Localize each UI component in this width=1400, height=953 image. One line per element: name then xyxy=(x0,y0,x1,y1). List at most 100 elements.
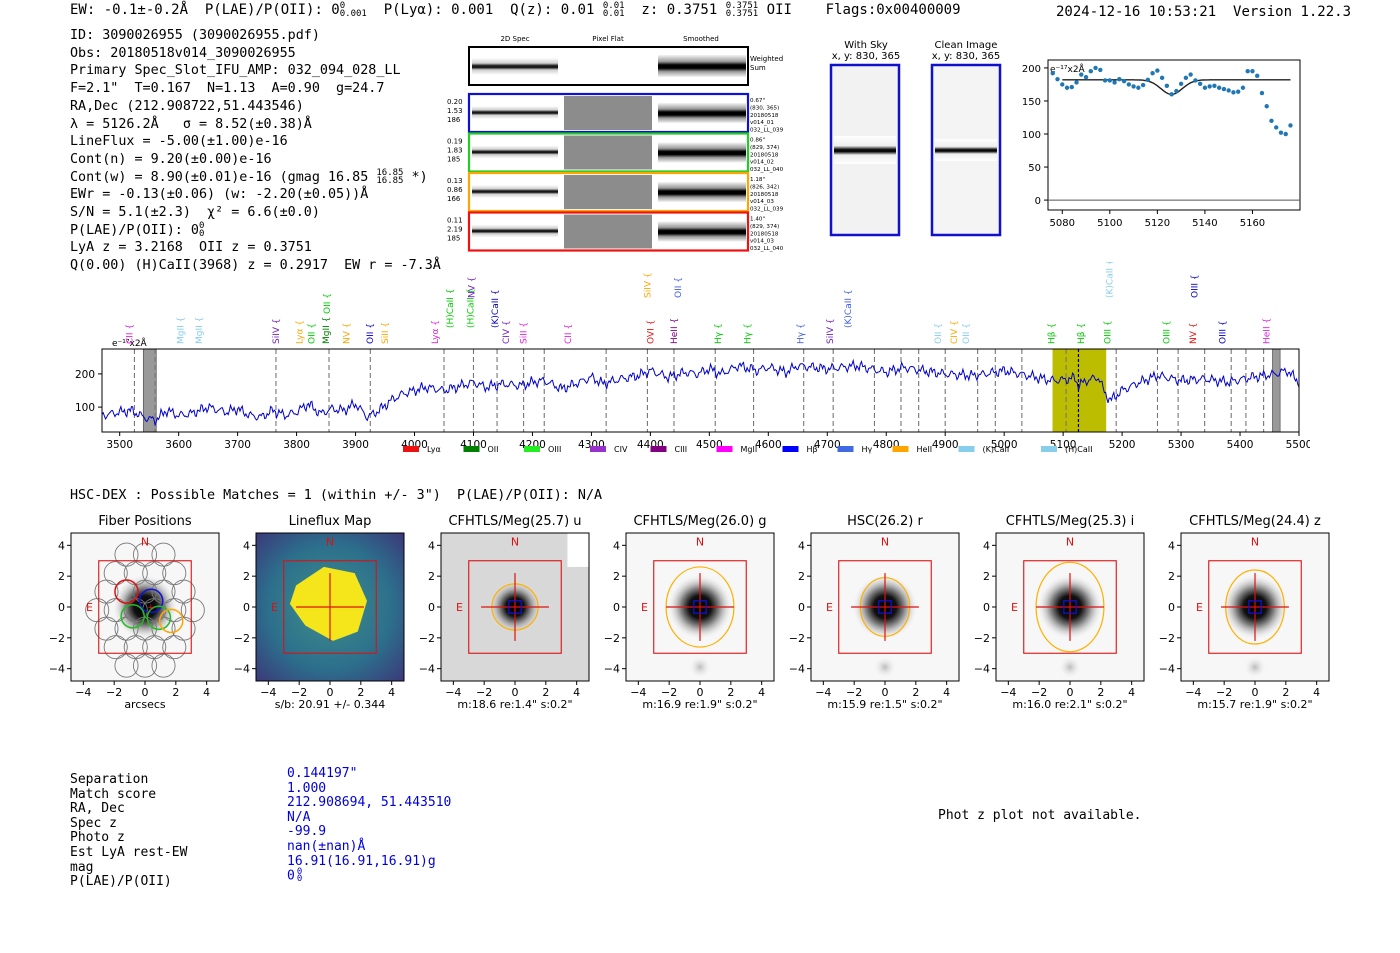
line-annotation-10: SiII { xyxy=(381,322,391,344)
cutout-panel-0: Fiber Positions + N E −4 −4 −2 −2 0 0 2 2 4 4 arcsecs xyxy=(50,514,220,711)
cut-ytick-label-4-4: 4 xyxy=(798,539,805,552)
zoom-unit-label: e⁻¹⁷x2Å xyxy=(1050,63,1086,75)
legend-swatch-0 xyxy=(403,446,419,452)
line-annotation-39: HeII { xyxy=(1263,318,1273,344)
zoom-point-50 xyxy=(1288,123,1293,128)
legend-swatch-6 xyxy=(782,446,799,452)
spec-row-right-1-2: 20180518 xyxy=(750,152,779,158)
cut-xtick-label-1-4: 4 xyxy=(388,686,395,699)
cut-xtick-label-3-4: 4 xyxy=(758,686,765,699)
aperture-box-5 xyxy=(1023,560,1117,654)
aperture-box-3 xyxy=(653,560,747,654)
cutout-title-0: Fiber Positions xyxy=(98,514,191,529)
line-annotation-24: Hγ { xyxy=(744,323,754,344)
line-annotation-30: OII { xyxy=(962,323,972,344)
spec-row-right-2-0: 1.18" xyxy=(750,177,765,183)
spec-row-left-0-2: 186 xyxy=(447,116,461,124)
zoom-point-19 xyxy=(1140,82,1146,88)
plae-value: P(LAE)/P(OII): 0 xyxy=(204,2,340,18)
zoom-point-20 xyxy=(1145,77,1151,83)
aperture-box-4 xyxy=(838,560,932,654)
flags-value: Flags:0x00400009 xyxy=(825,2,961,18)
spec-row-right-1-1: (829, 374) xyxy=(750,145,779,151)
cut-xtick-label-6-0: −4 xyxy=(1185,686,1201,699)
cutout-sublabel-3: m:16.9 re:1.9" s:0.2" xyxy=(642,698,757,711)
spec-row-smooth-3 xyxy=(658,221,746,242)
cut-ytick-label-5-1: −2 xyxy=(974,632,990,645)
zoom-point-25 xyxy=(1169,92,1174,97)
zoom-point-9 xyxy=(1093,65,1098,71)
col-title-2dspec: 2D Spec xyxy=(500,35,529,43)
center-box-3 xyxy=(693,600,707,614)
east-label-6: E xyxy=(1196,601,1203,614)
zoom-point-32 xyxy=(1202,85,1208,90)
spec-row-left-1-0: 0.19 xyxy=(447,138,463,146)
match-value-5: nan(±nan)Å xyxy=(287,838,366,854)
line-annotation-13: (H)CaII { xyxy=(466,289,476,329)
spec-xtick-label-10: 4500 xyxy=(696,439,723,451)
cut-ytick-label-0-0: −4 xyxy=(50,663,65,676)
fiber-circle-23 xyxy=(103,635,128,660)
cut-xtick-label-2-4: 4 xyxy=(573,686,580,699)
aperture-box-0 xyxy=(98,560,192,654)
cutout-sublabel-0: arcsecs xyxy=(124,698,166,711)
cut-xtick-label-0-3: 2 xyxy=(172,686,179,699)
line-annotation-17: SiII { xyxy=(520,322,530,344)
zoom-point-48 xyxy=(1278,130,1284,135)
legend-swatch-9 xyxy=(958,446,975,452)
info-plae-sub: 0 xyxy=(199,228,205,239)
cut-ytick-label-3-1: −2 xyxy=(604,632,620,645)
match-value-2: 212.908694, 51.443510 xyxy=(287,795,452,811)
zoom-point-22 xyxy=(1155,68,1160,73)
north-label-4: N xyxy=(881,535,889,548)
fiber-circle-29 xyxy=(151,653,176,678)
line-annotation-9: OII { xyxy=(366,323,376,344)
cut-ytick-label-6-3: 2 xyxy=(1168,570,1175,583)
legend-label-5: MgII xyxy=(741,445,758,454)
cut-ytick-label-4-0: −4 xyxy=(789,663,805,676)
contw-sup: 16.85 xyxy=(376,167,404,178)
match-label-1: Match score xyxy=(70,786,157,802)
cut-xtick-label-0-4: 4 xyxy=(203,686,210,699)
cut-ytick-label-3-4: 4 xyxy=(613,539,620,552)
zoom-point-30 xyxy=(1193,78,1198,83)
east-label-1: E xyxy=(271,601,278,614)
spec-row-left-3-0: 0.11 xyxy=(447,217,463,225)
sky-coords: x, y: 830, 365 xyxy=(832,51,901,62)
spec-xtick-label-17: 5200 xyxy=(1109,439,1136,451)
cutout-title-3: CFHTLS/Meg(26.0) g xyxy=(633,514,766,529)
zoom-ytick-label-2: 100 xyxy=(1022,130,1041,141)
cut-xtick-label-5-2: 0 xyxy=(1067,686,1074,699)
zoom-axes-frame xyxy=(1047,59,1301,211)
zoom-point-12 xyxy=(1107,78,1113,83)
zoom-point-37 xyxy=(1226,88,1231,93)
sky-title: With Sky xyxy=(844,40,888,51)
legend-swatch-8 xyxy=(892,446,909,452)
info-plae-text: P(LAE)/P(OII): 0 xyxy=(70,222,199,238)
cut-ytick-label-0-2: 0 xyxy=(58,601,65,614)
z-line: OII xyxy=(766,2,792,18)
legend-label-9: (K)CaII xyxy=(983,445,1010,454)
cut-ytick-label-1-1: −2 xyxy=(234,632,250,645)
east-label-3: E xyxy=(641,601,648,614)
zoom-point-45 xyxy=(1264,104,1269,109)
info-fparams: F=2.1" T=0.167 N=1.13 A=0.90 g=24.7 xyxy=(70,81,385,97)
spec-row-right-2-2: 20180518 xyxy=(750,192,779,198)
spec-row-right-2-4: 032_LL_039 xyxy=(750,207,784,213)
cut-ytick-label-0-1: −2 xyxy=(50,632,65,645)
timestamp-version: 2024-12-16 10:53:21 Version 1.22.3 xyxy=(1056,4,1351,20)
z-sup: 0.3751 xyxy=(725,1,759,11)
fiber-highlight-1 xyxy=(138,588,164,614)
hsc-dex-summary: HSC-DEX : Possible Matches = 1 (within +… xyxy=(70,488,603,503)
cutout-neighbor-4 xyxy=(872,654,898,680)
cut-ytick-label-0-4: 4 xyxy=(58,539,65,552)
spec-ytick-label-1: 200 xyxy=(75,369,95,381)
north-label-2: N xyxy=(511,535,519,548)
spec-row-right-3-2: 20180518 xyxy=(750,231,779,237)
line-annotation-1: MgII { xyxy=(176,317,186,344)
weighted-smoothed xyxy=(658,55,746,77)
spec-row-right-0-2: 20180518 xyxy=(750,113,779,119)
spec-row-left-3-1: 2.19 xyxy=(447,226,463,234)
header-summary: EW: -0.1±-0.2Å P(LAE)/P(OII): 0 0 0.001 P(… xyxy=(70,1,961,19)
cutout-panel-6: CFHTLS/Meg(24.4) zNE−4−4−2−2002244m:15.7… xyxy=(1159,514,1330,711)
